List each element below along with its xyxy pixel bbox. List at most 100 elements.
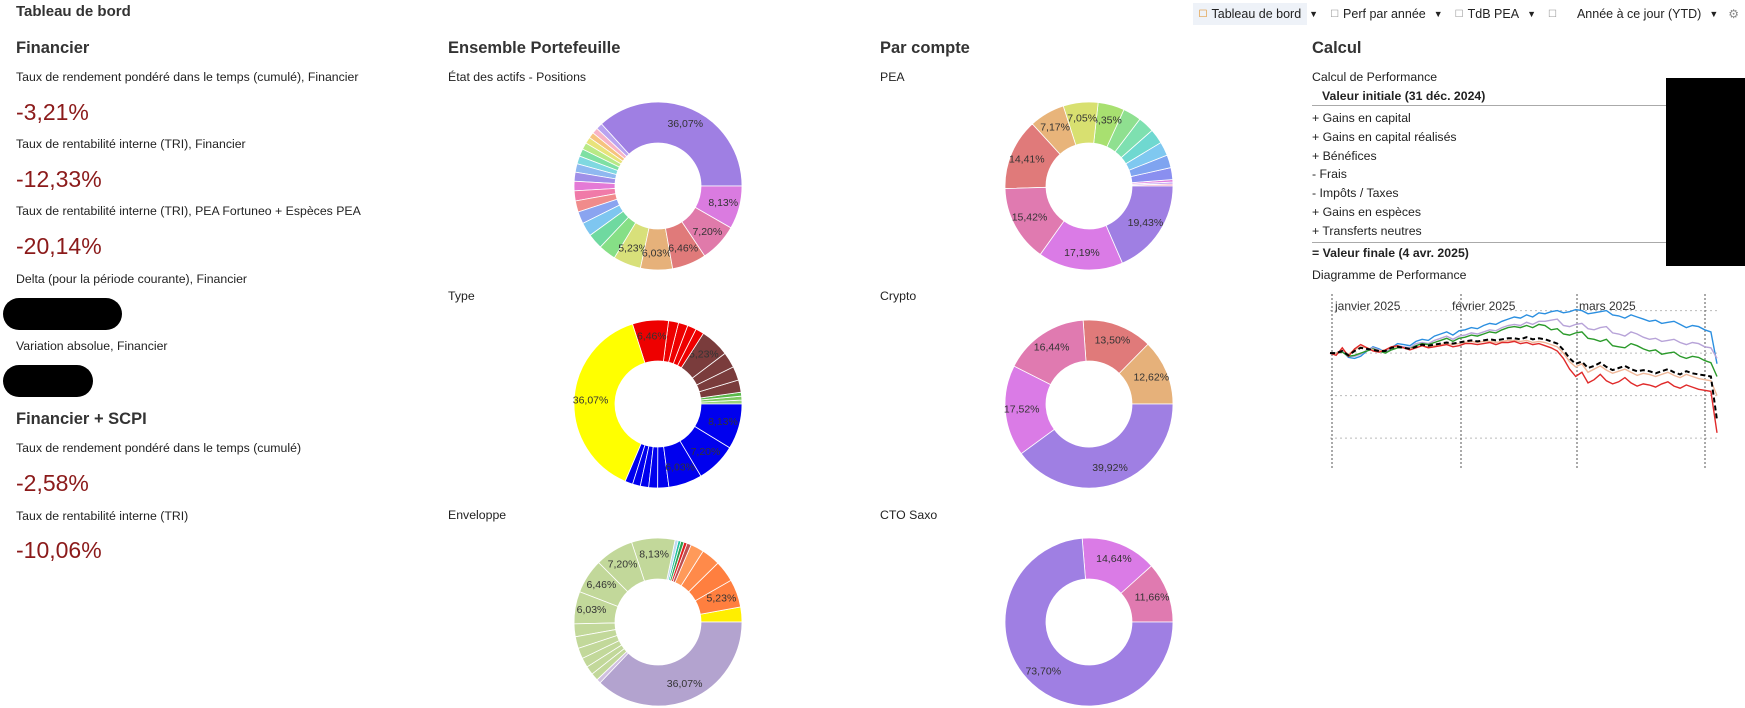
donut-slice[interactable]: [1105, 185, 1174, 264]
donut-slice[interactable]: [1004, 537, 1174, 707]
slice-label: 5,23%: [707, 593, 737, 605]
slice-label: 39,92%: [1092, 462, 1128, 474]
calc-divider: [1312, 242, 1670, 243]
slice-label: 14,64%: [1096, 553, 1132, 565]
scpi-irr-label: Taux de rentabilité interne (TRI): [16, 509, 189, 523]
slice-label: 7,20%: [691, 446, 721, 458]
toolbar: ☐ Tableau de bord ▼ ☐ Perf par année ▼ ☐…: [1192, 3, 1739, 25]
chevron-down-icon[interactable]: ▼: [1527, 9, 1536, 19]
positions-label: État des actifs - Positions: [448, 70, 587, 84]
donut-pea[interactable]: 5,35%7,05%7,17% 14,41% 15,42% 17,19% 19,43%: [1003, 100, 1175, 272]
series-line-black-dashed[interactable]: [1330, 336, 1718, 421]
ensemble-title: Ensemble Portefeuille: [448, 39, 621, 57]
page-title: Tableau de bord: [16, 3, 131, 20]
slice-label: 6,03%: [665, 462, 695, 474]
donut-crypto[interactable]: 12,62% 13,50% 16,44% 17,52% 39,92%: [1003, 318, 1175, 490]
slice-label: 14,41%: [1009, 154, 1045, 166]
irr-pea-value: -20,14%: [16, 233, 102, 259]
donut-cto[interactable]: 11,66% 14,64% 73,70%: [1003, 536, 1175, 708]
tab-perf-par-annee[interactable]: ☐ Perf par année: [1324, 3, 1432, 25]
chevron-down-icon[interactable]: ▼: [1709, 9, 1719, 19]
slice-label: 17,19%: [1064, 247, 1100, 259]
dashboard-icon: ☐: [1454, 8, 1464, 20]
slice-label: 5,23%: [618, 243, 648, 255]
calc-row-gains-realises: + Gains en capital réalisés: [1312, 130, 1457, 144]
slice-label: 6,46%: [587, 579, 617, 591]
calc-row-impots: - Impôts / Taxes: [1312, 186, 1399, 200]
financier-title: Financier: [16, 39, 90, 57]
donut-type[interactable]: 5,23% 6,46% 36,07% 6,03% 7,20% 8,13%: [572, 318, 744, 490]
month-label-janvier: janvier 2025: [1334, 299, 1401, 313]
slice-label: 8,13%: [708, 197, 738, 209]
series-line-blue[interactable]: [1330, 308, 1718, 364]
par-compte-title: Par compte: [880, 39, 970, 57]
slice-label: 5,35%: [1092, 115, 1122, 127]
slice-label: 13,50%: [1095, 334, 1131, 346]
redacted-calc-values: [1666, 78, 1745, 266]
irr-value: -12,33%: [16, 166, 102, 192]
delta-label: Delta (pour la période courante), Financ…: [16, 272, 248, 286]
slice-label: 73,70%: [1025, 665, 1061, 677]
crypto-label: Crypto: [880, 289, 917, 303]
calc-row-frais: - Frais: [1312, 167, 1347, 181]
donut-slice[interactable]: [573, 323, 646, 482]
tab-label: Perf par année: [1343, 7, 1426, 21]
enveloppe-label: Enveloppe: [448, 508, 507, 522]
slice-label: 12,62%: [1133, 372, 1169, 384]
calc-row-benefices: + Bénéfices: [1312, 149, 1377, 163]
slice-label: 5,23%: [689, 348, 719, 360]
scpi-twr-value: -2,58%: [16, 470, 89, 496]
slice-label: 7,05%: [1067, 113, 1097, 125]
calc-row-gains-especes: + Gains en espèces: [1312, 205, 1422, 219]
calc-subtitle: Calcul de Performance: [1312, 70, 1438, 84]
calc-initial: Valeur initiale (31 déc. 2024): [1322, 89, 1486, 103]
donut-slice[interactable]: [694, 185, 743, 229]
abs-variation-label: Variation absolue, Financier: [16, 339, 168, 353]
performance-chart[interactable]: janvier 2025 février 2025 mars 2025: [1315, 292, 1735, 472]
series-line-peach[interactable]: [1330, 339, 1718, 396]
donut-slice[interactable]: [600, 101, 743, 187]
donut-slice[interactable]: [1020, 403, 1174, 489]
donut-slice[interactable]: [599, 621, 743, 707]
slice-label: 19,43%: [1128, 217, 1164, 229]
financier-scpi-title: Financier + SCPI: [16, 410, 147, 428]
gear-icon[interactable]: ⚙: [1728, 7, 1739, 21]
slice-label: 6,03%: [577, 604, 607, 616]
pea-label: PEA: [880, 70, 905, 84]
tab-tdb-pea[interactable]: ☐ TdB PEA: [1449, 3, 1525, 25]
tab-tableau-de-bord[interactable]: ☐ Tableau de bord: [1192, 3, 1308, 25]
donut-enveloppe[interactable]: 5,23% 8,13%7,20% 6,46% 6,03% 36,07%: [572, 536, 744, 708]
dashboard-icon: ☐: [1330, 8, 1340, 20]
month-label-mars: mars 2025: [1579, 299, 1636, 313]
series-line-red[interactable]: [1329, 340, 1718, 433]
slice-label: 8,13%: [639, 548, 669, 560]
dashboard-icon: ☐: [1198, 8, 1208, 20]
redacted-delta-value: [3, 298, 122, 330]
chevron-down-icon[interactable]: ▼: [1309, 9, 1319, 19]
irr-pea-label: Taux de rentabilité interne (TRI), PEA F…: [16, 204, 361, 218]
perf-chart-title: Diagramme de Performance: [1312, 268, 1467, 282]
slice-label: 6,46%: [637, 331, 667, 343]
tab-label: TdB PEA: [1467, 7, 1520, 21]
series-line-green[interactable]: [1330, 323, 1718, 377]
redacted-abs-value: [3, 365, 93, 397]
slice-label: 36,07%: [667, 118, 703, 130]
slice-label: 17,52%: [1004, 403, 1040, 415]
donut-slice[interactable]: [694, 403, 743, 449]
period-label: Année à ce jour (YTD): [1576, 7, 1702, 21]
chevron-down-icon[interactable]: ▼: [1433, 9, 1443, 19]
cto-label: CTO Saxo: [880, 508, 938, 522]
tab-label: Tableau de bord: [1211, 7, 1302, 21]
calendar-icon: ☐: [1547, 8, 1557, 20]
slice-label: 7,17%: [1040, 121, 1070, 133]
scpi-twr-label: Taux de rendement pondéré dans le temps …: [16, 441, 302, 455]
period-selector[interactable]: Année à ce jour (YTD): [1571, 3, 1707, 25]
calc-divider: [1312, 105, 1670, 106]
slice-label: 16,44%: [1034, 342, 1070, 354]
slice-label: 7,20%: [608, 558, 638, 570]
donut-positions[interactable]: 36,07% 5,23%6,03%6,46% 7,20% 8,13%: [572, 100, 744, 272]
calcul-title: Calcul: [1312, 39, 1362, 57]
type-label: Type: [448, 289, 475, 303]
slice-label: 6,46%: [668, 242, 698, 254]
slice-label: 36,07%: [573, 395, 609, 407]
